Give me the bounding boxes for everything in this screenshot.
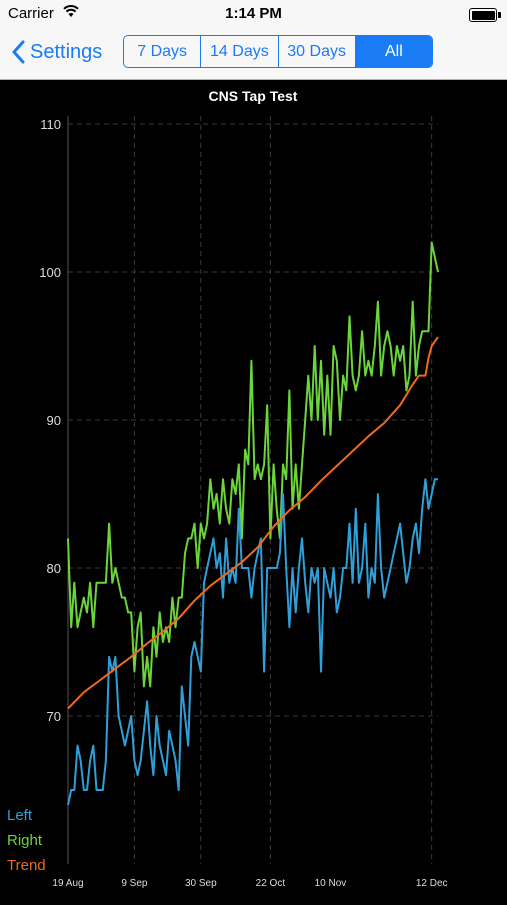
tap-test-chart: CNS Tap Test 70 80 90 100 110 19 Aug 9 Sep 30 Se… <box>39 88 448 889</box>
series-line-trend <box>67 336 439 710</box>
y-tick-label: 70 <box>47 709 61 724</box>
y-tick-label: 80 <box>47 561 61 576</box>
segment-30-days[interactable]: 30 Days <box>277 36 355 67</box>
x-tick-label: 30 Sep <box>185 878 217 889</box>
chevron-left-icon <box>12 40 25 64</box>
wifi-icon <box>63 4 79 17</box>
battery-icon <box>469 8 501 22</box>
series-line-left <box>67 478 438 806</box>
x-tick-label: 12 Dec <box>416 878 448 889</box>
navigation-bar: Carrier 1:14 PM Settings 7 Days 14 Days … <box>0 0 507 80</box>
series-line-right <box>67 241 439 688</box>
segment-7-days[interactable]: 7 Days <box>137 42 188 60</box>
x-tick-label: 19 Aug <box>52 878 83 889</box>
x-tick-label: 10 Nov <box>315 878 347 889</box>
legend-trend: Trend <box>7 857 46 874</box>
chart-legend: Left Right Trend <box>7 803 46 878</box>
y-tick-label: 90 <box>47 413 61 428</box>
x-tick-label: 9 Sep <box>121 878 148 889</box>
legend-right: Right <box>7 832 43 849</box>
carrier-label: Carrier <box>8 5 54 22</box>
status-time: 1:14 PM <box>225 5 282 22</box>
status-bar: Carrier 1:14 PM <box>0 0 507 28</box>
chart-title: CNS Tap Test <box>209 88 298 104</box>
time-range-segmented-control: 7 Days 14 Days 30 Days All <box>123 35 433 68</box>
legend-left: Left <box>7 807 33 824</box>
x-tick-label: 22 Oct <box>256 878 286 889</box>
segment-14-days[interactable]: 14 Days <box>200 36 277 67</box>
y-tick-label: 100 <box>39 265 61 280</box>
y-tick-label: 110 <box>40 117 61 132</box>
segment-all[interactable]: All <box>354 36 432 67</box>
chart-area: CNS Tap Test 70 80 90 100 110 19 Aug 9 Sep 30 Se… <box>0 80 507 900</box>
back-button[interactable]: Settings <box>12 37 102 67</box>
back-button-label: Settings <box>30 40 103 63</box>
